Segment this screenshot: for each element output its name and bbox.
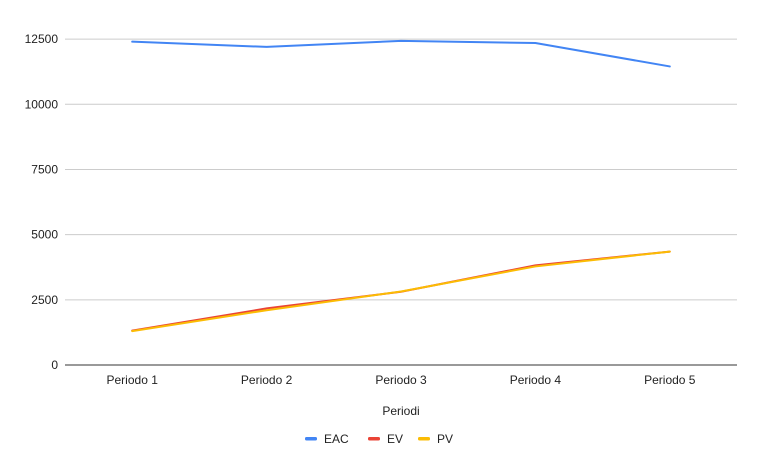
- legend-item-ev: EV: [368, 432, 403, 446]
- legend: EAC EV PV: [305, 432, 453, 446]
- y-tick-label: 7500: [31, 162, 58, 176]
- x-tick-label: Periodo 2: [241, 373, 293, 387]
- x-tick-label: Periodo 4: [510, 373, 562, 387]
- x-tick-label: Periodo 5: [644, 373, 696, 387]
- y-tick-label: 5000: [31, 228, 58, 242]
- legend-label: PV: [437, 432, 453, 446]
- series-lines: [131, 39, 671, 333]
- series-line-eac: [131, 39, 671, 68]
- grid-lines: [65, 38, 737, 366]
- y-tick-labels: 0 2500 5000 7500 10000 12500: [25, 32, 59, 372]
- legend-item-pv: PV: [418, 432, 453, 446]
- y-tick-label: 0: [51, 358, 58, 372]
- x-tick-labels: Periodo 1 Periodo 2 Periodo 3 Periodo 4 Peri…: [107, 373, 696, 387]
- legend-item-eac: EAC: [305, 432, 349, 446]
- legend-swatch: [305, 437, 317, 441]
- legend-swatch: [368, 437, 380, 441]
- x-axis-title: Periodi: [382, 404, 419, 418]
- series-line-pv: [131, 250, 671, 333]
- x-tick-label: Periodo 3: [375, 373, 427, 387]
- y-tick-label: 12500: [25, 32, 59, 46]
- y-tick-label: 10000: [25, 97, 59, 111]
- legend-swatch: [418, 437, 430, 441]
- x-tick-label: Periodo 1: [107, 373, 159, 387]
- y-tick-label: 2500: [31, 293, 58, 307]
- legend-label: EV: [387, 432, 403, 446]
- legend-label: EAC: [324, 432, 349, 446]
